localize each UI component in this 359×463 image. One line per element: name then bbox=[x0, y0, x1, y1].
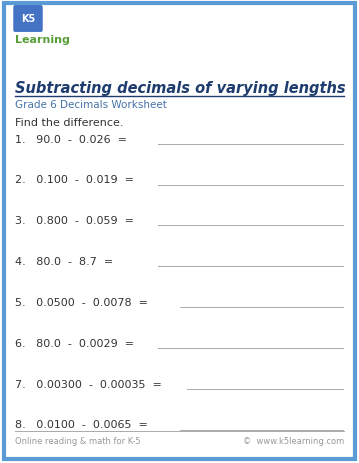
Text: K5: K5 bbox=[21, 14, 35, 25]
Text: 4.   80.0  -  8.7  =: 4. 80.0 - 8.7 = bbox=[15, 257, 113, 267]
Text: ©  www.k5learning.com: © www.k5learning.com bbox=[243, 436, 344, 445]
FancyBboxPatch shape bbox=[4, 4, 355, 459]
Text: 6.   80.0  -  0.0029  =: 6. 80.0 - 0.0029 = bbox=[15, 338, 134, 348]
Text: Learning: Learning bbox=[15, 35, 70, 45]
Text: 8.   0.0100  -  0.0065  =: 8. 0.0100 - 0.0065 = bbox=[15, 419, 148, 430]
Text: Find the difference.: Find the difference. bbox=[15, 118, 123, 128]
Text: Online reading & math for K-5: Online reading & math for K-5 bbox=[15, 436, 141, 445]
Text: 3.   0.800  -  0.059  =: 3. 0.800 - 0.059 = bbox=[15, 216, 134, 226]
Text: 2.   0.100  -  0.019  =: 2. 0.100 - 0.019 = bbox=[15, 175, 134, 185]
Text: 1.   90.0  -  0.026  =: 1. 90.0 - 0.026 = bbox=[15, 134, 127, 144]
Text: Subtracting decimals of varying lengths: Subtracting decimals of varying lengths bbox=[15, 81, 346, 96]
Text: 5.   0.0500  -  0.0078  =: 5. 0.0500 - 0.0078 = bbox=[15, 297, 148, 307]
Text: 7.   0.00300  -  0.00035  =: 7. 0.00300 - 0.00035 = bbox=[15, 379, 162, 389]
Text: Grade 6 Decimals Worksheet: Grade 6 Decimals Worksheet bbox=[15, 100, 167, 110]
FancyBboxPatch shape bbox=[13, 6, 43, 33]
